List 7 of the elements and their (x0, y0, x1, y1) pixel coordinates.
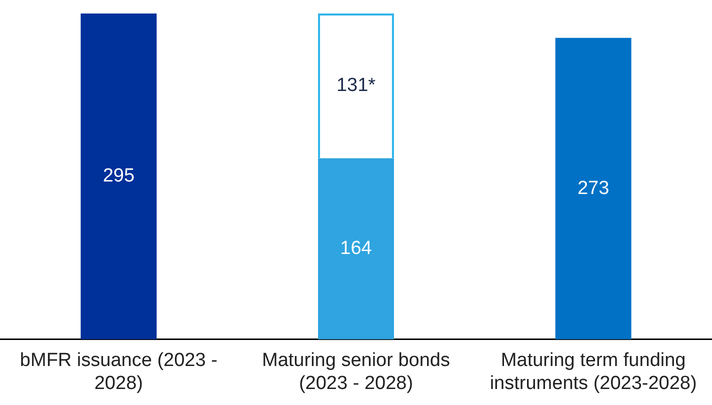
data-label: 164 (340, 238, 372, 260)
data-label: 131* (336, 75, 376, 96)
x-tick-label: Maturing senior bonds (2023 - 2028) (262, 350, 450, 394)
data-label: 273 (577, 178, 610, 199)
x-tick-label: bMFR issuance (2023 - 2028) (20, 350, 218, 394)
data-label: 295 (102, 166, 135, 187)
x-tick-label: Maturing term funding instruments (2023-2028) (490, 350, 697, 394)
